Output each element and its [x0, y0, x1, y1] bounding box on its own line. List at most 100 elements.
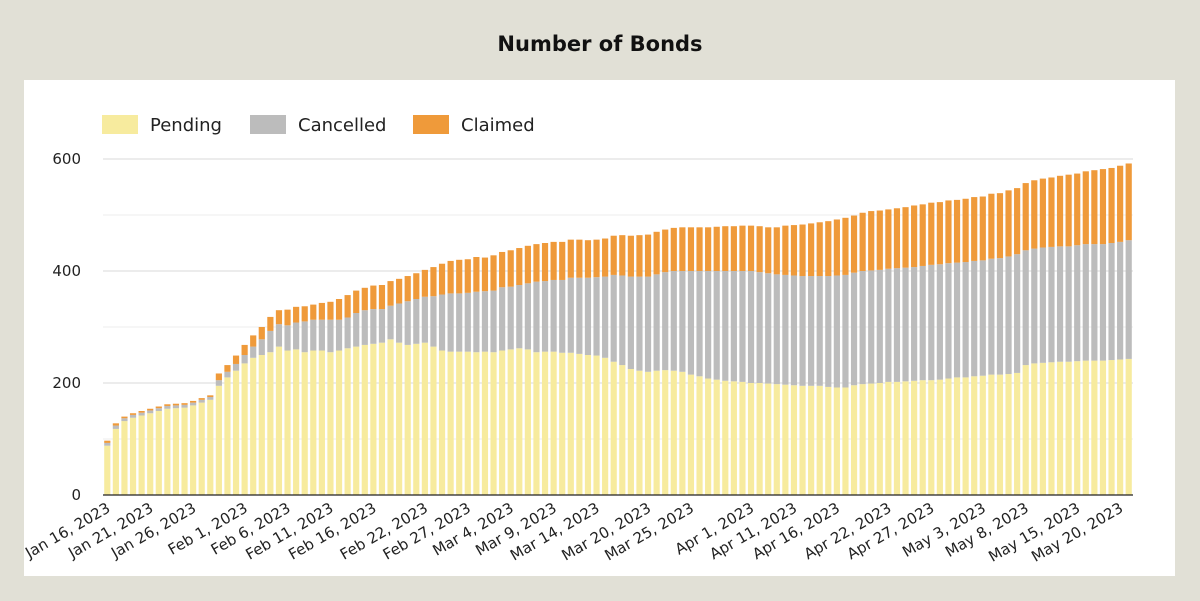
bar-cancelled — [1039, 247, 1046, 363]
bar-cancelled — [644, 276, 652, 372]
bar-claimed — [739, 225, 746, 271]
bar-cancelled — [378, 309, 386, 343]
bar-pending — [602, 357, 609, 495]
bar-claimed — [705, 227, 712, 271]
bar-claimed — [559, 241, 566, 280]
bar-pending — [1031, 363, 1038, 495]
bar-cancelled — [799, 276, 806, 386]
bar-cancelled — [181, 404, 188, 408]
bar-claimed — [430, 267, 437, 297]
bar-cancelled — [473, 291, 480, 353]
bar-pending — [516, 348, 523, 495]
bar-cancelled — [713, 271, 720, 380]
bar-pending — [396, 342, 403, 495]
bar-cancelled — [996, 258, 1004, 375]
bar-pending — [258, 355, 265, 495]
bar-cancelled — [438, 294, 446, 351]
bar-pending — [627, 369, 634, 495]
bar-cancelled — [138, 412, 145, 416]
bar-cancelled — [129, 414, 137, 418]
bar-claimed — [653, 231, 660, 275]
bar-pending — [653, 370, 660, 495]
bar-cancelled — [327, 319, 334, 353]
bar-cancelled — [250, 346, 257, 358]
bar-cancelled — [808, 276, 815, 386]
bar-claimed — [644, 234, 652, 277]
bar-cancelled — [619, 275, 626, 366]
bar-pending — [507, 349, 514, 495]
bar-pending — [782, 384, 789, 495]
bar-cancelled — [172, 405, 180, 409]
bar-pending — [155, 411, 162, 495]
bar-pending — [842, 387, 849, 495]
bar-claimed — [293, 306, 300, 323]
bar-claimed — [490, 255, 497, 291]
bar-claimed — [232, 355, 240, 364]
bar-pending — [490, 352, 497, 495]
bar-pending — [765, 383, 772, 495]
bar-pending — [421, 342, 428, 495]
bar-claimed — [275, 310, 283, 325]
bar-cancelled — [971, 260, 978, 377]
bar-cancelled — [301, 321, 308, 353]
bar-cancelled — [868, 270, 875, 384]
bar-cancelled — [224, 371, 231, 378]
bar-claimed — [747, 225, 755, 271]
bar-claimed — [507, 250, 514, 287]
bar-cancelled — [121, 418, 128, 422]
bar-claimed — [1031, 180, 1038, 249]
bar-claimed — [421, 269, 428, 297]
bar-claimed — [1099, 169, 1107, 245]
bar-cancelled — [662, 272, 669, 371]
bar-cancelled — [550, 279, 557, 352]
bar-claimed — [928, 202, 935, 265]
bar-cancelled — [430, 296, 437, 347]
bar-cancelled — [979, 260, 986, 376]
bar-cancelled — [610, 274, 617, 362]
bar-pending — [481, 351, 489, 495]
bar-pending — [713, 379, 720, 495]
bar-pending — [1048, 362, 1055, 495]
bar-claimed — [258, 327, 265, 340]
bar-pending — [550, 351, 557, 495]
bar-claimed — [361, 287, 368, 311]
bar-pending — [971, 376, 978, 495]
bar-claimed — [524, 245, 531, 284]
bar-pending — [988, 374, 995, 495]
bar-claimed — [1048, 177, 1055, 247]
bar-pending — [1005, 374, 1012, 495]
bar-pending — [859, 384, 866, 495]
bar-pending — [739, 381, 746, 495]
bar-pending — [593, 355, 600, 495]
bar-pending — [790, 385, 798, 495]
bar-pending — [267, 352, 274, 495]
bar-cancelled — [147, 410, 154, 414]
bar-pending — [996, 374, 1004, 495]
bar-pending — [584, 355, 592, 495]
bar-claimed — [1022, 183, 1029, 251]
bar-pending — [447, 351, 454, 495]
bar-pending — [705, 378, 712, 495]
bar-claimed — [499, 251, 506, 288]
bar-pending — [833, 387, 840, 495]
bar-cancelled — [1005, 256, 1012, 375]
bar-claimed — [662, 229, 669, 273]
bar-cancelled — [670, 271, 677, 371]
bar-pending — [911, 380, 918, 495]
bar-claimed — [842, 217, 849, 275]
bar-cancelled — [953, 262, 961, 378]
bar-cancelled — [456, 293, 463, 352]
bar-cancelled — [576, 277, 583, 354]
bar-cancelled — [413, 299, 420, 344]
y-tick-label: 600 — [52, 150, 81, 168]
bar-cancelled — [679, 271, 686, 372]
bar-cancelled — [464, 292, 471, 352]
bar-pending — [241, 363, 248, 495]
y-axis: 0 200 400 600 — [52, 150, 81, 504]
bar-claimed — [164, 404, 171, 406]
bar-pending — [1074, 361, 1081, 495]
legend-swatch-claimed — [413, 115, 449, 134]
bar-cancelled — [447, 293, 454, 352]
bar-cancelled — [567, 277, 574, 353]
bar-pending — [293, 349, 300, 495]
